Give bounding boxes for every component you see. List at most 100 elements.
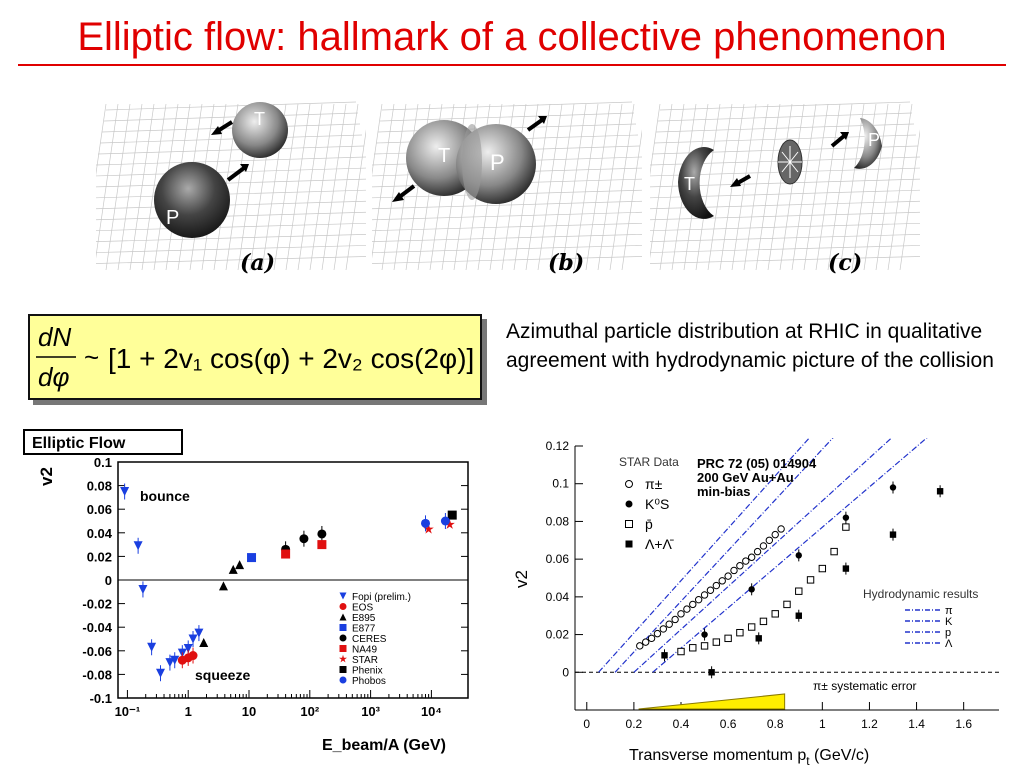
grid-line bbox=[755, 103, 781, 271]
data-point bbox=[795, 587, 803, 595]
grid-line bbox=[117, 103, 143, 271]
data-point bbox=[700, 591, 709, 599]
data-point bbox=[155, 668, 165, 678]
data-point bbox=[889, 484, 897, 491]
x-tick-label: 1.4 bbox=[908, 717, 925, 731]
chart-title: Elliptic Flow bbox=[32, 435, 126, 452]
y-tick-label: 0.08 bbox=[87, 479, 112, 494]
x-tick-label: 0.8 bbox=[767, 717, 784, 731]
panel-c-illustration: T P bbox=[631, 101, 939, 271]
grid-line bbox=[381, 101, 633, 111]
panel-label-b: (b) bbox=[548, 250, 585, 276]
collision-panel-a: T P (a) bbox=[77, 90, 385, 276]
data-point bbox=[677, 610, 685, 618]
legend-label: CERES bbox=[352, 634, 387, 645]
grid-line bbox=[355, 244, 659, 254]
y-tick-label: 0.06 bbox=[546, 552, 570, 566]
data-point bbox=[783, 600, 791, 609]
data-point bbox=[183, 643, 193, 653]
hydro-lines bbox=[598, 438, 928, 673]
x-tick-label: 10⁴ bbox=[421, 704, 442, 719]
formula: dN dφ ~ [1 + 2v₁ cos(φ) + 2v₂ cos(2φ)] bbox=[36, 322, 474, 392]
overlap-zone bbox=[462, 124, 482, 200]
grid-line bbox=[83, 222, 379, 232]
y-tick-label: 0 bbox=[562, 665, 569, 679]
data-point bbox=[235, 560, 245, 570]
data-point bbox=[120, 487, 130, 496]
legend-title: STAR Data bbox=[619, 455, 679, 469]
data-point bbox=[795, 552, 802, 559]
data-point bbox=[281, 549, 291, 559]
nucleus-label-p: P bbox=[868, 130, 880, 150]
formula-denominator: dφ bbox=[38, 362, 69, 392]
grid-line bbox=[321, 103, 347, 271]
nucleus-label-t: T bbox=[254, 109, 265, 129]
grid-line bbox=[637, 222, 933, 232]
grid-line bbox=[357, 233, 657, 243]
chart-marks bbox=[636, 481, 944, 679]
data-point bbox=[228, 564, 238, 574]
elliptic-flow-chart: Elliptic Flow 0.1 0.08 0.06 0.04 0.02 0 -0.02 -… bbox=[23, 429, 469, 754]
hydro-line bbox=[652, 438, 928, 673]
y-tick-label: 0.08 bbox=[546, 514, 570, 528]
x-tick-label: 10⁻¹ bbox=[115, 704, 141, 719]
nucleus-target bbox=[232, 102, 288, 158]
info-line-2: 200 GeV Au+Au bbox=[697, 470, 794, 485]
formula-numerator: dN bbox=[38, 322, 71, 352]
grid-plane bbox=[77, 101, 385, 271]
legend-marker bbox=[625, 500, 633, 508]
grid-line bbox=[585, 103, 611, 271]
systematic-error-band bbox=[638, 693, 786, 710]
nucleus-label-t: T bbox=[438, 145, 450, 167]
data-point bbox=[777, 525, 785, 533]
y-tick-label: 0.1 bbox=[552, 477, 569, 491]
data-point bbox=[747, 623, 756, 631]
data-point bbox=[759, 542, 768, 550]
data-point bbox=[188, 634, 198, 644]
grid-line bbox=[285, 103, 311, 271]
data-point bbox=[447, 510, 457, 520]
y-tick-label: 0.02 bbox=[87, 549, 112, 564]
grid-line bbox=[93, 103, 119, 271]
grid-line bbox=[731, 103, 757, 271]
x-tick-label: 10³ bbox=[361, 704, 380, 719]
hydro-line bbox=[633, 438, 893, 673]
y-tick-label: -0.04 bbox=[82, 620, 112, 635]
y-tick-label: 0.12 bbox=[546, 439, 570, 453]
grid-line bbox=[101, 123, 361, 133]
legend-label: E877 bbox=[352, 624, 376, 635]
grid-line bbox=[361, 211, 653, 221]
data-point bbox=[753, 547, 762, 556]
grid-line bbox=[707, 103, 733, 271]
chart-legend: π± K⁰S p̄ Λ+Λ̄ bbox=[625, 476, 674, 552]
x-tick-label: 0.6 bbox=[720, 717, 737, 731]
grid-line bbox=[875, 103, 901, 271]
grid-line bbox=[659, 101, 911, 111]
grid-line bbox=[129, 103, 155, 271]
data-point bbox=[444, 519, 455, 529]
y-tick-label: 0.04 bbox=[87, 526, 113, 541]
grid-line bbox=[345, 103, 371, 271]
info-line-1: PRC 72 (05) 014904 bbox=[697, 456, 817, 471]
grid-line bbox=[719, 103, 745, 271]
data-point bbox=[317, 529, 327, 539]
legend-marker bbox=[339, 603, 347, 610]
x-tick-label: 0.4 bbox=[673, 717, 690, 731]
legend-marker bbox=[339, 634, 347, 642]
data-point bbox=[742, 557, 750, 565]
legend-marker bbox=[339, 676, 347, 684]
data-point bbox=[889, 531, 897, 538]
data-point bbox=[706, 586, 715, 594]
grid-line bbox=[525, 103, 551, 271]
data-point bbox=[765, 536, 774, 544]
grid-line bbox=[81, 233, 381, 243]
legend-label: EOS bbox=[352, 603, 373, 614]
panel-b-illustration: T P bbox=[353, 101, 661, 271]
legend-label: Phenix bbox=[352, 666, 383, 677]
y-tick-label: -0.02 bbox=[82, 597, 112, 612]
panel-label-a: (a) bbox=[240, 250, 276, 276]
legend-label: Λ+Λ̄ bbox=[645, 536, 674, 552]
grid-line bbox=[369, 103, 395, 271]
data-point bbox=[748, 586, 755, 593]
